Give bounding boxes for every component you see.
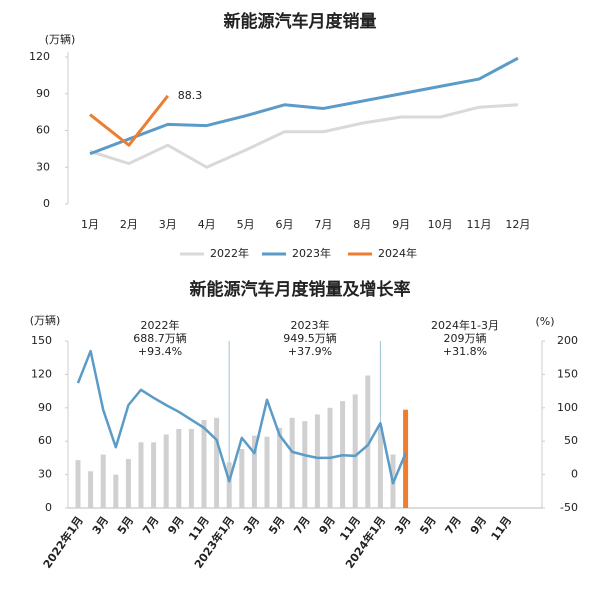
bar: [214, 417, 220, 508]
bar: [403, 409, 409, 508]
y2-tick-label: 200: [557, 334, 578, 347]
bar: [125, 459, 131, 508]
y-unit: (万辆): [30, 313, 61, 327]
line-series: [89, 103, 518, 169]
x-tick-label: 5月: [237, 218, 255, 231]
x-tick-label: 7月: [314, 218, 332, 231]
y2-tick-label: 0: [571, 468, 578, 481]
bar: [201, 420, 207, 508]
y-tick-label: 150: [31, 334, 52, 347]
x-tick-label: 12月: [505, 218, 530, 231]
bar: [302, 421, 308, 508]
annotation: +31.8%: [443, 345, 487, 358]
bar: [188, 428, 194, 508]
bar: [138, 442, 144, 508]
y-tick-label: 90: [38, 401, 52, 414]
line-series: [76, 349, 407, 485]
legend-label: 2023年: [292, 246, 331, 260]
annotation: +93.4%: [138, 345, 182, 358]
bar: [151, 442, 157, 508]
y2-tick-label: 150: [557, 367, 578, 380]
annotation: 949.5万辆: [283, 331, 337, 345]
x-tick-label: 11月: [467, 218, 492, 231]
bar: [277, 427, 283, 508]
bar: [100, 454, 106, 508]
y-tick-label: 90: [36, 87, 50, 100]
chart-title: 新能源汽车月度销量及增长率: [190, 279, 411, 300]
x-tick-label: 9月: [392, 218, 410, 231]
legend-label: 2024年: [378, 246, 417, 260]
bar: [88, 471, 94, 508]
bar: [377, 426, 383, 508]
y2-tick-label: 100: [557, 401, 578, 414]
annotation: 2024年1-3月: [431, 318, 499, 332]
x-tick-label: 6月: [276, 218, 294, 231]
annotation: 2022年: [141, 318, 180, 332]
x-tick-label: 8月: [353, 218, 371, 231]
y-tick-label: 0: [45, 501, 52, 514]
bar: [239, 448, 245, 508]
chart-title: 新能源汽车月度销量: [224, 11, 377, 32]
bar: [314, 414, 320, 508]
bar: [251, 435, 257, 508]
y2-tick-label: 50: [564, 434, 578, 447]
y-tick-label: 60: [36, 124, 50, 137]
y-tick-label: 30: [36, 160, 50, 173]
y-tick-label: 120: [29, 50, 50, 63]
bar: [113, 474, 119, 508]
y-tick-label: 60: [38, 434, 52, 447]
legend-label: 2022年: [210, 246, 249, 260]
y-tick-label: 120: [31, 367, 52, 380]
x-tick-label: 2月: [120, 218, 138, 231]
x-tick-label: 3月: [159, 218, 177, 231]
annotation: 88.3: [178, 89, 203, 102]
y2-tick-label: -50: [560, 501, 578, 514]
line-series: [89, 94, 169, 147]
y-unit: (万辆): [45, 32, 76, 46]
y2-unit: (%): [535, 315, 554, 328]
y-tick-label: 30: [38, 468, 52, 481]
x-tick-label: 1月: [81, 218, 99, 231]
annotation: +37.9%: [288, 345, 332, 358]
bar: [365, 375, 371, 508]
bar: [226, 462, 232, 508]
y-tick-label: 0: [43, 197, 50, 210]
bar: [75, 460, 81, 508]
bar: [289, 417, 295, 508]
bar: [176, 428, 182, 508]
line-series: [89, 56, 519, 156]
annotation: 209万辆: [444, 331, 487, 345]
x-tick-label: 4月: [198, 218, 216, 231]
bar: [163, 434, 169, 508]
annotation: 688.7万辆: [133, 331, 187, 345]
x-tick-label: 10月: [428, 218, 453, 231]
bar: [264, 436, 270, 508]
bar: [352, 394, 358, 508]
annotation: 2023年: [291, 318, 330, 332]
